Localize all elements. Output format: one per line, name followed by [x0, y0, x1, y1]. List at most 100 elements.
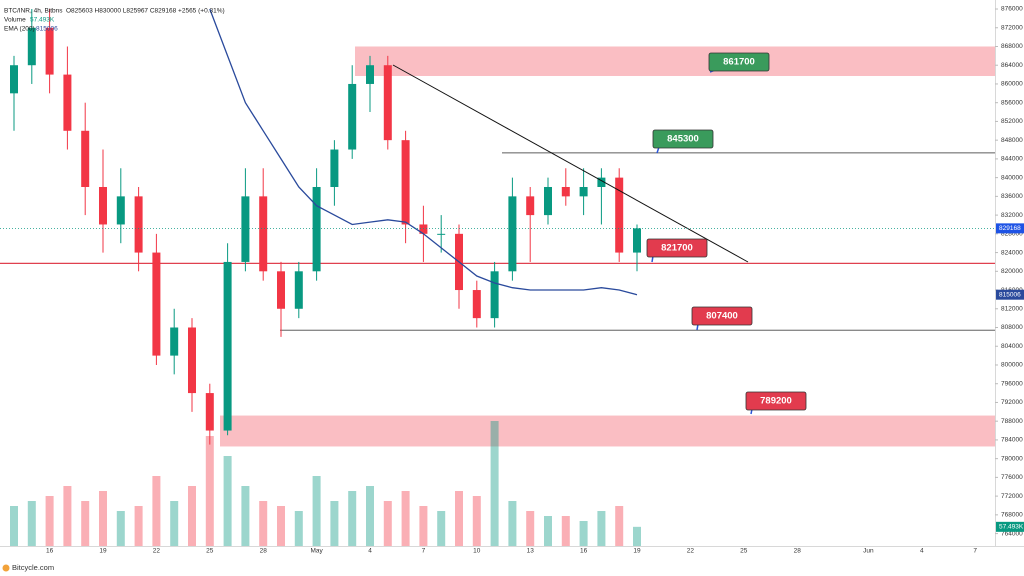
footer-icon	[2, 564, 10, 572]
volume-bar	[383, 501, 392, 546]
candle-body	[330, 149, 339, 187]
legend-ohlc: O825603 H830000 L825967 C829168 +2565 (+…	[66, 8, 225, 15]
x-tick-label: 25	[206, 548, 214, 555]
level-tag	[745, 391, 807, 411]
y-tick-label: 824000	[1001, 249, 1023, 256]
volume-bar	[116, 511, 125, 546]
level-tag	[652, 129, 714, 149]
volume-bar	[366, 486, 374, 546]
candle-body	[205, 393, 214, 431]
candle-body	[116, 196, 125, 225]
legend-ema-value: 815006	[36, 26, 58, 33]
legend-ema: EMA (200)	[4, 26, 35, 33]
ema-label: 815006	[999, 291, 1021, 298]
level-tag	[708, 52, 770, 72]
volume-bar	[597, 511, 606, 546]
x-tick-label: 7	[422, 548, 426, 555]
candle-body	[10, 65, 18, 94]
volume-label: 57.493K	[999, 524, 1024, 531]
y-tick-label: 872000	[1001, 24, 1023, 31]
volume-bar	[401, 491, 410, 546]
volume-bar	[188, 486, 196, 546]
y-tick-label: 784000	[1001, 437, 1023, 444]
y-tick-label: 836000	[1001, 193, 1023, 200]
candle-body	[597, 177, 606, 187]
volume-bar	[27, 501, 36, 546]
y-tick-label: 804000	[1001, 343, 1023, 350]
x-tick-label: 4	[920, 548, 924, 555]
trendline	[392, 64, 749, 263]
x-tick-label: 22	[687, 548, 695, 555]
y-tick-label: 828000	[1001, 231, 1023, 238]
candle-body	[81, 130, 90, 187]
volume-bar	[81, 501, 90, 546]
volume-bar	[259, 501, 268, 546]
candle-body	[526, 196, 535, 216]
volume-bar	[437, 511, 446, 546]
candle-body	[366, 65, 374, 84]
y-tick-label: 860000	[1001, 81, 1023, 88]
candle-body	[348, 83, 357, 150]
volume-bar	[223, 456, 232, 546]
candle-body	[401, 140, 410, 225]
y-tick-label: 820000	[1001, 268, 1023, 275]
candle-body	[472, 290, 481, 319]
volume-bar	[134, 506, 143, 546]
ema-tag	[996, 289, 1024, 300]
level-tag-label: 807400	[706, 311, 738, 322]
overlays: 861700 845300 821700 807400 789200	[0, 52, 995, 415]
x-tick-label: 7	[973, 548, 977, 555]
volume-bar	[99, 491, 107, 546]
y-tick-label: 832000	[1001, 212, 1023, 219]
footer: Bitcycle.com	[12, 563, 54, 572]
drawings	[0, 46, 995, 447]
y-tick-label: 876000	[1001, 6, 1023, 13]
candle-body	[312, 186, 321, 272]
candle-body	[188, 327, 196, 394]
y-tick-label: 864000	[1001, 62, 1023, 69]
volume-bar	[170, 501, 179, 546]
volume-bar	[526, 511, 535, 546]
volume-bar	[508, 501, 517, 546]
y-tick-label: 796000	[1001, 380, 1023, 387]
volume-bar	[205, 436, 214, 546]
zone	[220, 415, 995, 447]
y-tick-label: 808000	[1001, 324, 1023, 331]
x-tick-label: Jun	[863, 548, 874, 555]
volume-bar	[561, 516, 570, 546]
candle-body	[241, 196, 250, 262]
candle-body	[45, 27, 54, 75]
candle-body	[383, 65, 392, 141]
candle-body	[170, 327, 179, 356]
candle-body	[615, 177, 624, 253]
candle-body	[579, 186, 588, 197]
y-tick-label: 788000	[1001, 418, 1023, 425]
y-tick-label: 852000	[1001, 118, 1023, 125]
y-tick-label: 868000	[1001, 43, 1023, 50]
volume-bar	[330, 501, 339, 546]
volume-bar	[152, 476, 161, 546]
x-tick-label: 16	[580, 548, 588, 555]
candle-body	[490, 271, 499, 319]
level-tag-label: 789200	[760, 396, 792, 407]
candle-body	[419, 224, 428, 234]
axes: 876000 872000 868000 864000 860000 856000 8520…	[46, 6, 1024, 555]
volume-bar	[45, 496, 54, 546]
y-tick-label: 792000	[1001, 399, 1023, 406]
volume-bar	[490, 421, 499, 546]
level-tag	[691, 306, 753, 326]
volume-bar	[633, 526, 641, 546]
y-tick-label: 780000	[1001, 455, 1023, 462]
volume-tag	[996, 521, 1024, 532]
ema-line	[209, 8, 638, 296]
level-tag	[646, 238, 708, 258]
x-tick-label: 25	[740, 548, 748, 555]
candle-body	[437, 233, 446, 235]
y-tick-label: 848000	[1001, 137, 1023, 144]
candle-body	[27, 27, 36, 66]
y-tick-label: 812000	[1001, 305, 1023, 312]
volume-bar	[348, 491, 357, 546]
x-tick-label: 22	[153, 548, 161, 555]
level-tag-label: 861700	[723, 57, 755, 68]
